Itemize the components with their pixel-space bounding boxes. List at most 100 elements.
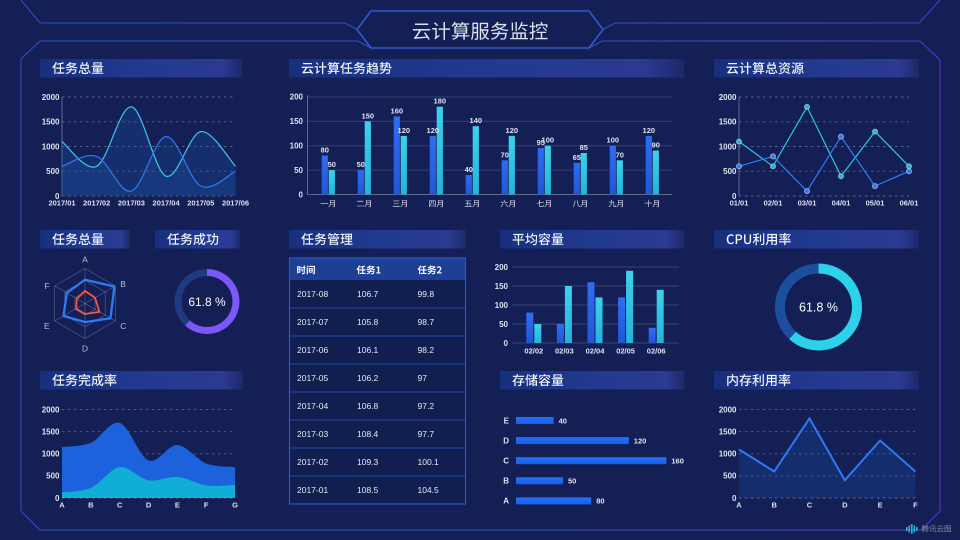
svg-text:A: A bbox=[59, 501, 65, 510]
svg-text:A: A bbox=[503, 497, 509, 506]
svg-text:200: 200 bbox=[290, 93, 304, 102]
svg-text:2017-01: 2017-01 bbox=[297, 485, 328, 495]
svg-text:98.7: 98.7 bbox=[418, 317, 435, 327]
svg-text:C: C bbox=[120, 321, 126, 331]
svg-text:65: 65 bbox=[573, 153, 581, 162]
svg-text:50: 50 bbox=[499, 320, 508, 329]
svg-text:150: 150 bbox=[362, 111, 375, 120]
svg-text:02/04: 02/04 bbox=[586, 347, 606, 356]
svg-text:140: 140 bbox=[470, 116, 483, 125]
svg-text:02/02: 02/02 bbox=[524, 347, 543, 356]
svg-text:1000: 1000 bbox=[42, 142, 60, 151]
svg-text:2000: 2000 bbox=[719, 405, 737, 414]
svg-text:100: 100 bbox=[290, 142, 304, 151]
svg-text:70: 70 bbox=[616, 150, 624, 159]
svg-text:1000: 1000 bbox=[719, 450, 737, 459]
svg-text:02/05: 02/05 bbox=[616, 347, 635, 356]
svg-text:85: 85 bbox=[580, 143, 588, 152]
svg-text:D: D bbox=[503, 436, 509, 445]
svg-text:B: B bbox=[503, 477, 509, 486]
svg-text:D: D bbox=[82, 344, 88, 354]
svg-text:150: 150 bbox=[495, 282, 509, 291]
svg-text:C: C bbox=[807, 501, 813, 510]
svg-text:120: 120 bbox=[634, 436, 647, 445]
svg-text:2017-06: 2017-06 bbox=[297, 345, 328, 355]
svg-text:100: 100 bbox=[607, 136, 620, 145]
svg-text:1000: 1000 bbox=[719, 142, 737, 151]
svg-text:180: 180 bbox=[434, 97, 447, 106]
svg-text:1000: 1000 bbox=[42, 450, 60, 459]
svg-text:50: 50 bbox=[357, 160, 365, 169]
svg-text:02/06: 02/06 bbox=[647, 347, 666, 356]
svg-text:1500: 1500 bbox=[719, 428, 737, 437]
svg-text:500: 500 bbox=[46, 167, 60, 176]
svg-text:106.8: 106.8 bbox=[357, 401, 379, 411]
svg-text:108.5: 108.5 bbox=[357, 485, 379, 495]
svg-text:2017-03: 2017-03 bbox=[297, 429, 328, 439]
svg-text:A: A bbox=[736, 501, 742, 510]
svg-text:105.8: 105.8 bbox=[357, 317, 379, 327]
svg-text:05/01: 05/01 bbox=[866, 199, 885, 208]
svg-text:95: 95 bbox=[537, 138, 545, 147]
svg-text:E: E bbox=[44, 321, 50, 331]
svg-text:2017-07: 2017-07 bbox=[297, 317, 328, 327]
svg-text:1500: 1500 bbox=[42, 428, 60, 437]
svg-text:2017-02: 2017-02 bbox=[297, 457, 328, 467]
svg-text:108.4: 108.4 bbox=[357, 429, 379, 439]
svg-text:100: 100 bbox=[495, 301, 509, 310]
svg-text:04/01: 04/01 bbox=[832, 199, 851, 208]
svg-text:2017/06: 2017/06 bbox=[222, 199, 249, 208]
svg-text:0: 0 bbox=[504, 339, 509, 348]
svg-text:61.8 %: 61.8 % bbox=[799, 301, 838, 315]
svg-text:106.7: 106.7 bbox=[357, 289, 379, 299]
svg-text:0: 0 bbox=[732, 494, 737, 503]
svg-text:F: F bbox=[204, 501, 209, 510]
svg-text:E: E bbox=[175, 501, 180, 510]
svg-text:1500: 1500 bbox=[42, 118, 60, 127]
svg-text:106.1: 106.1 bbox=[357, 345, 379, 355]
svg-text:2017/05: 2017/05 bbox=[187, 199, 214, 208]
svg-text:2017/03: 2017/03 bbox=[118, 199, 145, 208]
svg-text:40: 40 bbox=[559, 416, 567, 425]
svg-text:06/01: 06/01 bbox=[900, 199, 919, 208]
svg-text:2017/02: 2017/02 bbox=[83, 199, 110, 208]
svg-text:0: 0 bbox=[55, 192, 60, 201]
svg-text:02/03: 02/03 bbox=[555, 347, 574, 356]
svg-text:97.2: 97.2 bbox=[418, 401, 435, 411]
svg-text:D: D bbox=[842, 501, 848, 510]
svg-text:F: F bbox=[913, 501, 918, 510]
svg-text:100: 100 bbox=[542, 136, 555, 145]
svg-text:100.1: 100.1 bbox=[418, 457, 440, 467]
svg-text:160: 160 bbox=[671, 457, 684, 466]
svg-text:C: C bbox=[503, 457, 509, 466]
svg-text:B: B bbox=[120, 279, 126, 289]
svg-text:40: 40 bbox=[465, 165, 473, 174]
svg-text:160: 160 bbox=[391, 106, 404, 115]
svg-text:61.8 %: 61.8 % bbox=[188, 295, 226, 309]
svg-text:2000: 2000 bbox=[42, 93, 60, 102]
svg-text:A: A bbox=[82, 255, 88, 265]
svg-text:2017-04: 2017-04 bbox=[297, 401, 328, 411]
svg-text:50: 50 bbox=[294, 166, 303, 175]
svg-text:1500: 1500 bbox=[719, 118, 737, 127]
svg-text:500: 500 bbox=[723, 167, 737, 176]
svg-text:120: 120 bbox=[506, 126, 519, 135]
svg-text:E: E bbox=[504, 416, 510, 425]
svg-text:2017-05: 2017-05 bbox=[297, 373, 328, 383]
svg-text:B: B bbox=[88, 501, 94, 510]
svg-text:03/01: 03/01 bbox=[798, 199, 817, 208]
svg-text:98.2: 98.2 bbox=[418, 345, 435, 355]
svg-text:80: 80 bbox=[321, 146, 329, 155]
svg-text:2000: 2000 bbox=[42, 405, 60, 414]
svg-text:99.8: 99.8 bbox=[418, 289, 435, 299]
svg-text:109.3: 109.3 bbox=[357, 457, 379, 467]
svg-text:50: 50 bbox=[568, 477, 576, 486]
svg-text:D: D bbox=[146, 501, 152, 510]
svg-text:0: 0 bbox=[55, 494, 60, 503]
svg-text:200: 200 bbox=[495, 263, 509, 272]
svg-text:2017-08: 2017-08 bbox=[297, 289, 328, 299]
svg-text:120: 120 bbox=[643, 126, 656, 135]
svg-text:104.5: 104.5 bbox=[418, 485, 440, 495]
svg-text:70: 70 bbox=[501, 150, 509, 159]
svg-text:B: B bbox=[771, 501, 777, 510]
